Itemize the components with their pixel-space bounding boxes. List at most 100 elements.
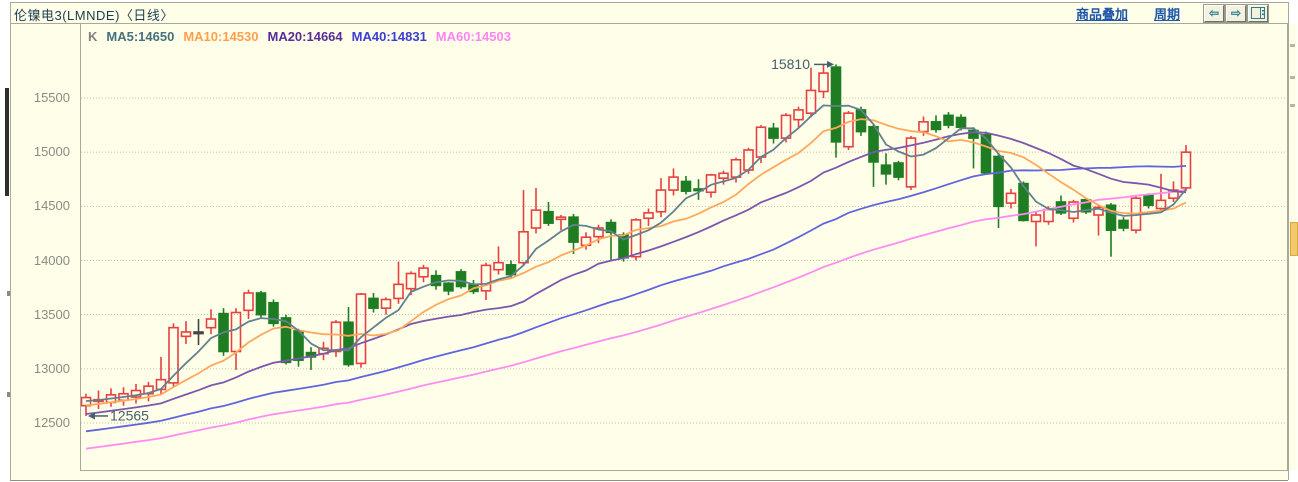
- candle-body: [868, 125, 879, 163]
- candle-body: [943, 114, 954, 126]
- candle-body: [368, 297, 379, 309]
- candle-body: [1118, 219, 1129, 229]
- candle-body: [205, 318, 217, 329]
- candle-body: [980, 134, 992, 174]
- period-link[interactable]: 周期: [1154, 6, 1181, 22]
- window-border-top: [10, 2, 1288, 3]
- candle-body: [1180, 151, 1192, 189]
- legend-item: MA10:14530: [183, 29, 259, 44]
- y-axis-label: 14000: [33, 252, 70, 268]
- plot-frame: [80, 24, 1288, 471]
- window-border-left: [10, 2, 11, 480]
- candle-body: [493, 261, 504, 271]
- candle-body: [1155, 199, 1167, 210]
- annotation-label: 15810: [771, 56, 810, 72]
- legend-item: MA40:14831: [351, 29, 427, 44]
- candle-body: [380, 298, 392, 309]
- scroll-right-button[interactable]: ⇨: [1225, 3, 1248, 23]
- window-background: [11, 3, 1288, 480]
- ma-line-ma60: [85, 188, 1187, 450]
- scroll-left-button[interactable]: ⇦: [1203, 3, 1226, 23]
- window-border-bottom: [10, 480, 1288, 481]
- legend-item: MA60:14503: [435, 29, 511, 44]
- overlay-link[interactable]: 商品叠加: [1076, 6, 1129, 22]
- candle-body: [893, 162, 904, 178]
- scrollbar-tick: [1290, 104, 1295, 107]
- candle-body: [530, 209, 542, 229]
- y-axis-label: 13000: [33, 360, 70, 376]
- y-axis-label: 13500: [33, 306, 70, 322]
- nav-button-group: ⇦ ⇨: [1203, 3, 1270, 23]
- candle-body: [1068, 201, 1079, 220]
- candle-body: [930, 121, 942, 131]
- candle-body: [393, 283, 404, 300]
- candle-body: [905, 137, 917, 188]
- legend-item: K: [88, 29, 98, 44]
- candle-body: [243, 292, 254, 312]
- candle-body: [1005, 192, 1017, 204]
- left-edge-handle[interactable]: [5, 88, 9, 196]
- candle-body: [1105, 204, 1117, 231]
- y-axis-label: 15000: [33, 144, 70, 160]
- legend-item: MA20:14664: [267, 29, 343, 44]
- candle-body: [818, 72, 829, 93]
- candle-body: [255, 292, 267, 316]
- ma-line-ma40: [85, 165, 1187, 433]
- ma-line-ma5: [85, 104, 1187, 402]
- right-scrollbar[interactable]: [1289, 24, 1298, 470]
- candle-body: [555, 216, 567, 221]
- candle-body: [80, 396, 92, 407]
- y-axis-label: 12500: [33, 415, 70, 430]
- candle-body: [193, 331, 204, 335]
- y-axis-label: 15500: [33, 90, 70, 105]
- collapse-panel-button[interactable]: [1247, 3, 1270, 23]
- candle-body: [568, 216, 579, 243]
- candle-body: [593, 227, 604, 238]
- candle-body: [180, 331, 192, 338]
- candle-body: [455, 271, 467, 288]
- candle-body: [543, 210, 554, 224]
- candle-body: [880, 164, 892, 175]
- candle-body: [768, 127, 779, 139]
- candle-body: [480, 264, 492, 292]
- annotation-arrowhead: [88, 412, 95, 420]
- candle-body: [793, 109, 804, 121]
- candle-body: [643, 212, 654, 220]
- arrow-left-icon: ⇦: [1209, 6, 1220, 20]
- toolbar: 商品叠加 周期 ⇦ ⇨: [1076, 3, 1288, 23]
- window-title: 伦镍电3(LMNDE)〈日线〉: [14, 8, 174, 23]
- annotation-label: 12565: [110, 407, 149, 423]
- candle-body: [268, 301, 279, 325]
- candle-body: [1168, 189, 1179, 200]
- candle-body: [505, 264, 517, 276]
- candle-body: [1080, 199, 1092, 213]
- panel-right-icon: [1251, 7, 1266, 19]
- candle-body: [655, 189, 667, 213]
- candle-body: [355, 293, 367, 365]
- left-edge-tick: [7, 291, 10, 296]
- legend-item: MA5:14650: [106, 29, 175, 44]
- annotation-arrowhead: [827, 60, 834, 68]
- candle-body: [718, 172, 729, 179]
- titlebar-separator: [10, 23, 1288, 24]
- candle-body: [1143, 194, 1154, 207]
- y-axis: 15500 15000 14500 14000 13500 13000 12500: [12, 0, 74, 482]
- scrollbar-tick: [1290, 76, 1295, 79]
- candle-body: [280, 317, 292, 364]
- candle-body: [1018, 182, 1029, 222]
- y-axis-label: 14500: [33, 198, 70, 214]
- scrollbar-thumb[interactable]: [1290, 222, 1298, 256]
- candle-body: [443, 282, 454, 292]
- candle-body: [330, 321, 342, 353]
- scrollbar-tick: [1290, 44, 1295, 47]
- candle-body: [418, 267, 429, 278]
- candle-body: [343, 321, 354, 366]
- arrow-right-icon: ⇨: [1231, 6, 1242, 20]
- candle-body: [630, 219, 642, 258]
- ma-legend: K MA5:14650 MA10:14530 MA20:14664 MA40:14831…: [88, 29, 520, 44]
- candle-body: [1093, 206, 1104, 216]
- left-edge-tick: [7, 392, 10, 397]
- ma-line-ma10: [85, 118, 1187, 407]
